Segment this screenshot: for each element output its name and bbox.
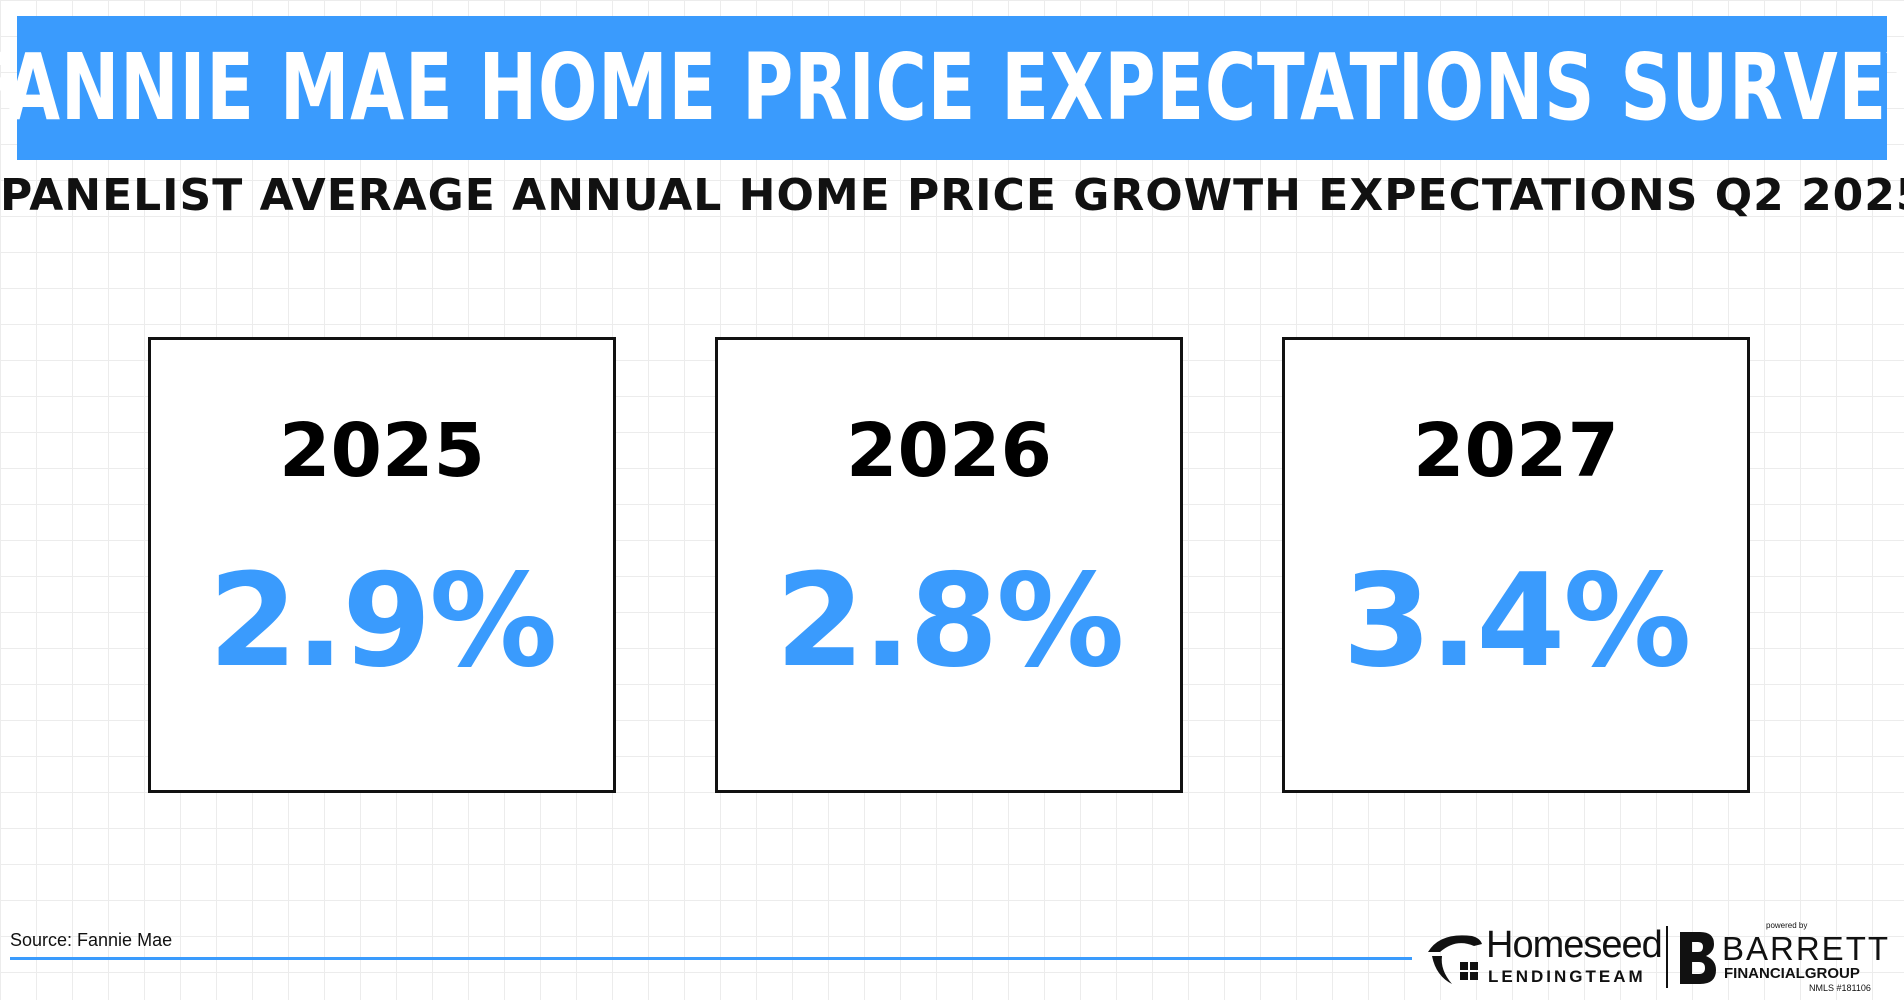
homeseed-logo-subtext: LENDINGTEAM: [1488, 967, 1646, 986]
page-title: FANNIE MAE HOME PRICE EXPECTATIONS SURVE…: [0, 34, 1904, 141]
card-2025: 2025 2.9%: [148, 337, 616, 793]
nmls-number: NMLS #181106: [1809, 983, 1871, 993]
homeseed-logo-text: Homeseed: [1486, 924, 1663, 966]
card-year: 2027: [1413, 408, 1619, 494]
house-roof-icon: [1426, 926, 1484, 986]
card-value: 2.8%: [775, 547, 1125, 696]
card-year: 2026: [846, 408, 1052, 494]
card-2027: 2027 3.4%: [1282, 337, 1750, 793]
card-2026: 2026 2.8%: [715, 337, 1183, 793]
card-value: 3.4%: [1342, 547, 1692, 696]
page-subtitle: PANELIST AVERAGE ANNUAL HOME PRICE GROWT…: [0, 170, 1904, 221]
barrett-logo-text: BARRETT: [1722, 930, 1891, 967]
footer-divider: [10, 957, 1412, 960]
card-year: 2025: [279, 408, 485, 494]
brand-logos: Homeseed LENDINGTEAM powered by BARRETT …: [1426, 922, 1896, 996]
title-banner: FANNIE MAE HOME PRICE EXPECTATIONS SURVE…: [0, 16, 1904, 160]
logo-divider: [1666, 926, 1668, 988]
powered-by-label: powered by: [1766, 921, 1808, 930]
barrett-logo-subtext: FINANCIALGROUP: [1724, 965, 1860, 982]
source-note: Source: Fannie Mae: [10, 930, 173, 950]
card-value: 2.9%: [208, 547, 558, 696]
b-monogram-icon: [1678, 928, 1718, 988]
cards-row: 2025 2.9% 2026 2.8% 2027 3.4%: [0, 337, 1904, 797]
